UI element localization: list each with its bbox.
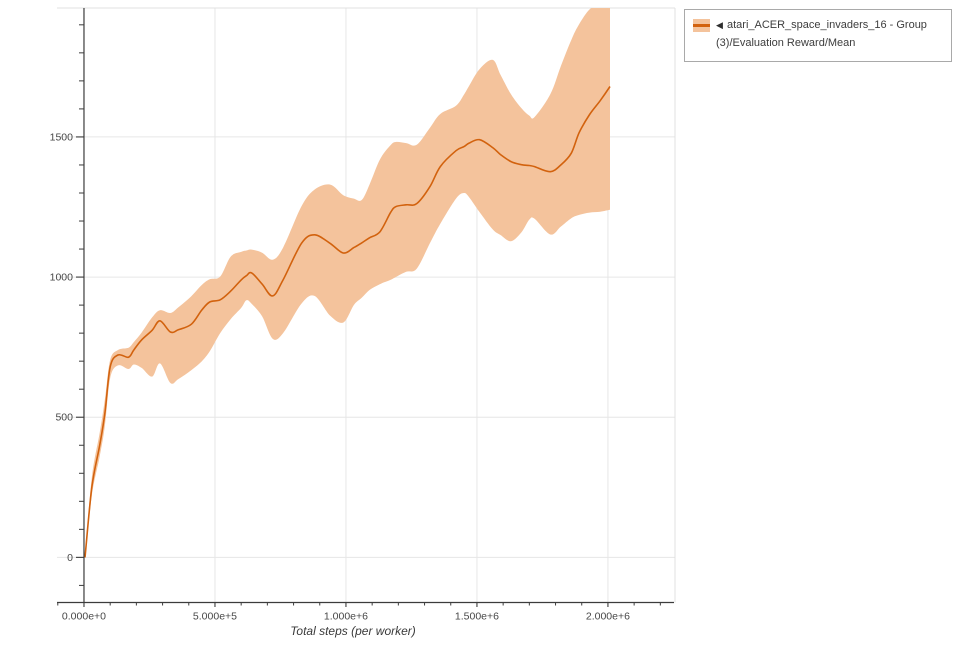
plot-area[interactable] bbox=[57, 8, 675, 603]
legend: ◀ atari_ACER_space_invaders_16 - Group(3… bbox=[684, 9, 952, 62]
run-marker-icon: ◀ bbox=[716, 20, 724, 30]
x-tick-label: 0.000e+0 bbox=[62, 611, 106, 623]
x-tick-label: 1.500e+6 bbox=[455, 611, 499, 623]
line-color-chip bbox=[693, 24, 710, 27]
confidence-band bbox=[85, 8, 610, 559]
x-tick-label: 5.000e+5 bbox=[193, 611, 237, 623]
y-tick-label: 1000 bbox=[50, 272, 74, 284]
legend-band-swatch-icon bbox=[693, 19, 710, 32]
y-tick-label: 0 bbox=[67, 552, 73, 564]
legend-run-name: atari_ACER_space_invaders_16 - Group(3)/… bbox=[716, 19, 927, 49]
y-tick-label: 1500 bbox=[50, 131, 74, 143]
x-tick-label: 2.000e+6 bbox=[586, 611, 630, 623]
y-tick-label: 500 bbox=[55, 412, 73, 424]
mean-line bbox=[84, 86, 611, 558]
legend-item[interactable]: ◀ atari_ACER_space_invaders_16 - Group(3… bbox=[693, 16, 944, 52]
x-tick-label: 1.000e+6 bbox=[324, 611, 368, 623]
legend-label: ◀ atari_ACER_space_invaders_16 - Group(3… bbox=[716, 16, 942, 52]
x-axis-label: Total steps (per worker) bbox=[290, 624, 416, 638]
